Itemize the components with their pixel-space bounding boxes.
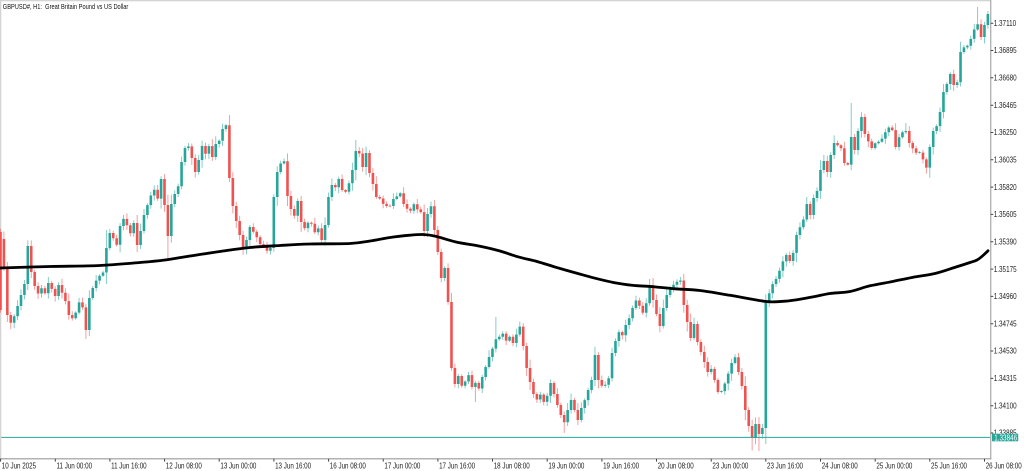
- svg-text:13 Jun 16:00: 13 Jun 16:00: [275, 462, 311, 471]
- svg-text:26 Jun 08:00: 26 Jun 08:00: [986, 462, 1022, 471]
- svg-text:23 Jun 16:00: 23 Jun 16:00: [767, 462, 803, 471]
- svg-text:1.35390: 1.35390: [994, 237, 1017, 247]
- svg-text:1.34315: 1.34315: [994, 373, 1017, 383]
- svg-text:GBPUSD#, H1: Great Britain Po: GBPUSD#, H1: Great Britain Pound vs US D…: [3, 3, 129, 11]
- svg-text:1.36465: 1.36465: [994, 100, 1017, 110]
- svg-text:1.34100: 1.34100: [994, 401, 1017, 411]
- svg-text:1.35175: 1.35175: [994, 264, 1017, 274]
- svg-text:1.34745: 1.34745: [994, 319, 1017, 329]
- svg-text:1.36895: 1.36895: [994, 45, 1017, 55]
- svg-text:25 Jun 00:00: 25 Jun 00:00: [876, 462, 912, 471]
- svg-text:24 Jun 08:00: 24 Jun 08:00: [822, 462, 858, 471]
- svg-text:1.36250: 1.36250: [994, 127, 1017, 137]
- svg-text:1.36035: 1.36035: [994, 155, 1017, 165]
- svg-text:17 Jun 16:00: 17 Jun 16:00: [439, 462, 475, 471]
- svg-text:10 Jun 2025: 10 Jun 2025: [2, 462, 36, 471]
- svg-text:25 Jun 16:00: 25 Jun 16:00: [931, 462, 967, 471]
- svg-text:11 Jun 00:00: 11 Jun 00:00: [57, 462, 93, 471]
- svg-text:13 Jun 00:00: 13 Jun 00:00: [220, 462, 256, 471]
- svg-text:19 Jun 16:00: 19 Jun 16:00: [603, 462, 639, 471]
- svg-text:1.36680: 1.36680: [994, 73, 1017, 83]
- svg-text:17 Jun 00:00: 17 Jun 00:00: [384, 462, 420, 471]
- svg-text:1.34530: 1.34530: [994, 346, 1017, 356]
- svg-text:19 Jun 00:00: 19 Jun 00:00: [548, 462, 584, 471]
- svg-text:23 Jun 00:00: 23 Jun 00:00: [712, 462, 748, 471]
- svg-text:1.35605: 1.35605: [994, 209, 1017, 219]
- svg-text:16 Jun 08:00: 16 Jun 08:00: [330, 462, 366, 471]
- svg-text:1.34960: 1.34960: [994, 291, 1017, 301]
- svg-text:18 Jun 08:00: 18 Jun 08:00: [494, 462, 530, 471]
- svg-text:1.33846: 1.33846: [994, 433, 1017, 443]
- svg-text:1.33885: 1.33885: [994, 428, 1017, 438]
- svg-text:1.35820: 1.35820: [994, 182, 1017, 192]
- svg-text:11 Jun 16:00: 11 Jun 16:00: [111, 462, 147, 471]
- svg-text:20 Jun 08:00: 20 Jun 08:00: [658, 462, 694, 471]
- svg-text:12 Jun 08:00: 12 Jun 08:00: [166, 462, 202, 471]
- svg-text:1.37110: 1.37110: [994, 18, 1016, 28]
